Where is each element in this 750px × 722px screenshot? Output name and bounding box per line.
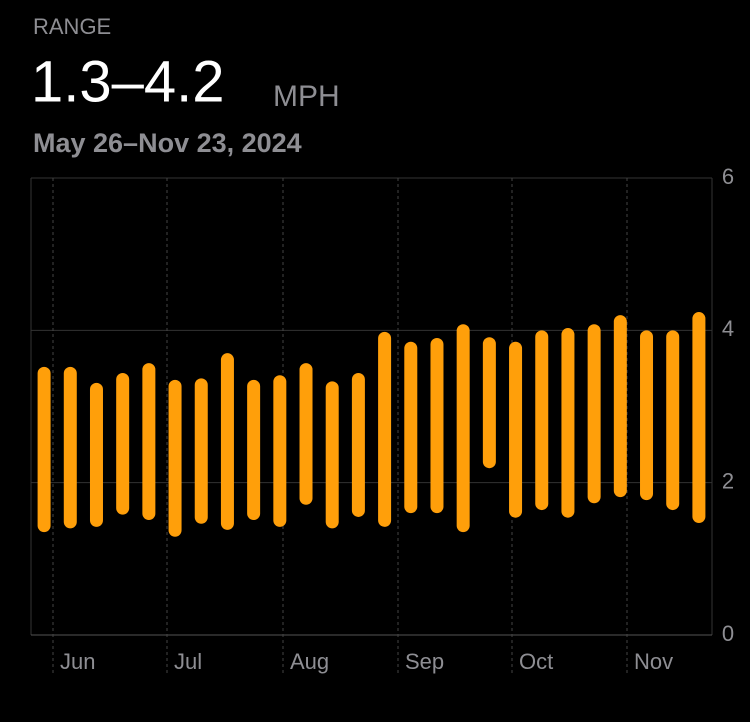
range-bar [351,372,365,517]
range-bar [456,324,470,533]
chart-label: RANGE [33,14,111,39]
range-bar [640,330,654,501]
unit: MPH [273,80,340,113]
subtitle: May 26–Nov 23, 2024 [33,128,302,158]
range-bar [666,330,680,511]
x-tick-label: Jun [60,649,95,674]
y-tick-label: 6 [722,164,734,189]
range-bar [116,372,130,515]
range-bar [509,341,523,518]
x-tick-label: Jul [174,649,202,674]
range-bar [378,331,392,527]
y-tick-label: 4 [722,316,734,341]
range-bar [561,328,575,518]
range-bar [430,337,444,514]
y-tick-label: 2 [722,468,734,493]
range-bar [142,363,156,520]
headline: 1.3–4.2 [31,49,225,114]
x-tick-label: Sep [405,649,444,674]
range-bar [37,366,51,533]
range-bar [587,324,601,504]
range-bar [273,375,287,527]
range-bar [692,312,706,524]
range-bar [168,379,182,537]
range-bar [299,363,313,505]
range-bar [89,382,103,527]
x-tick-label: Oct [519,649,553,674]
x-tick-label: Nov [634,649,673,674]
y-tick-label: 0 [722,621,734,646]
range-bar [325,381,339,529]
x-tick-label: Aug [290,649,329,674]
range-bar [63,366,77,529]
range-bar [194,378,208,524]
range-bar [220,353,234,530]
range-bar [247,379,261,520]
range-bar [404,341,418,514]
range-bar [482,337,496,469]
range-bar [613,315,627,498]
range-bar [535,330,549,511]
